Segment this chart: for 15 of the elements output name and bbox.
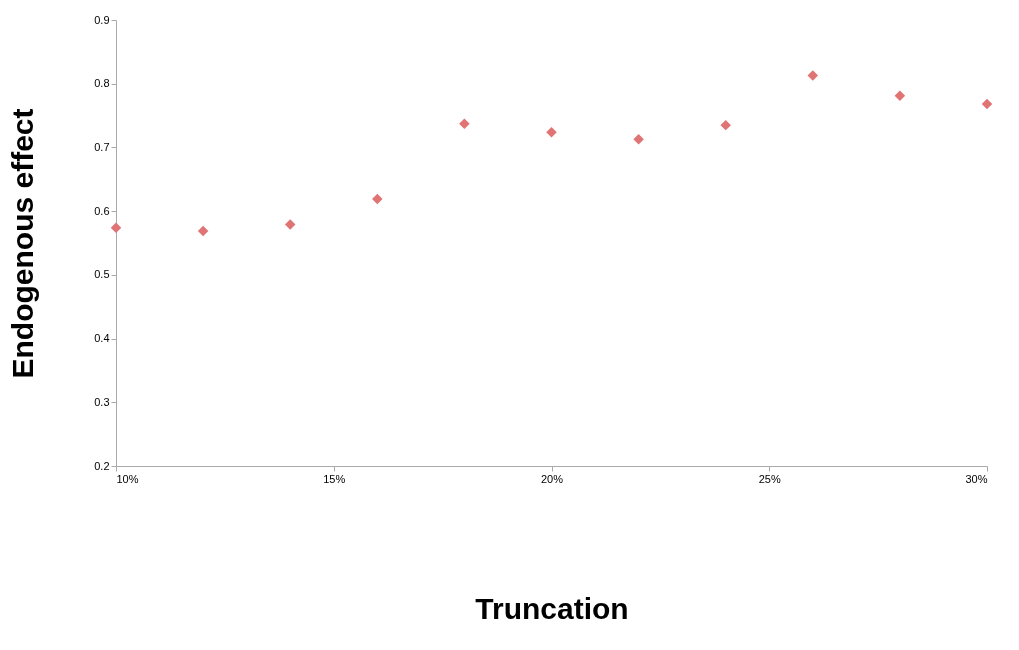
y-tick-label: 0.2 xyxy=(94,459,110,472)
y-tick-label: 0.7 xyxy=(94,140,110,153)
y-tick-label: 0.5 xyxy=(94,268,110,281)
y-tick-label: 0.9 xyxy=(94,13,110,26)
x-tick-label: 30% xyxy=(965,472,988,485)
y-tick-label: 0.3 xyxy=(94,395,110,408)
x-tick-label: 10% xyxy=(116,472,139,485)
x-tick-label: 20% xyxy=(540,472,564,485)
y-tick-label: 0.4 xyxy=(94,332,110,345)
y-tick-label: 0.6 xyxy=(94,204,110,217)
x-tick-label: 25% xyxy=(758,472,781,485)
x-axis-title: Truncation xyxy=(475,591,629,625)
x-tick-label: 15% xyxy=(323,472,346,485)
y-tick-label: 0.8 xyxy=(94,77,110,90)
y-axis-title: Endogenous effect xyxy=(6,108,40,379)
